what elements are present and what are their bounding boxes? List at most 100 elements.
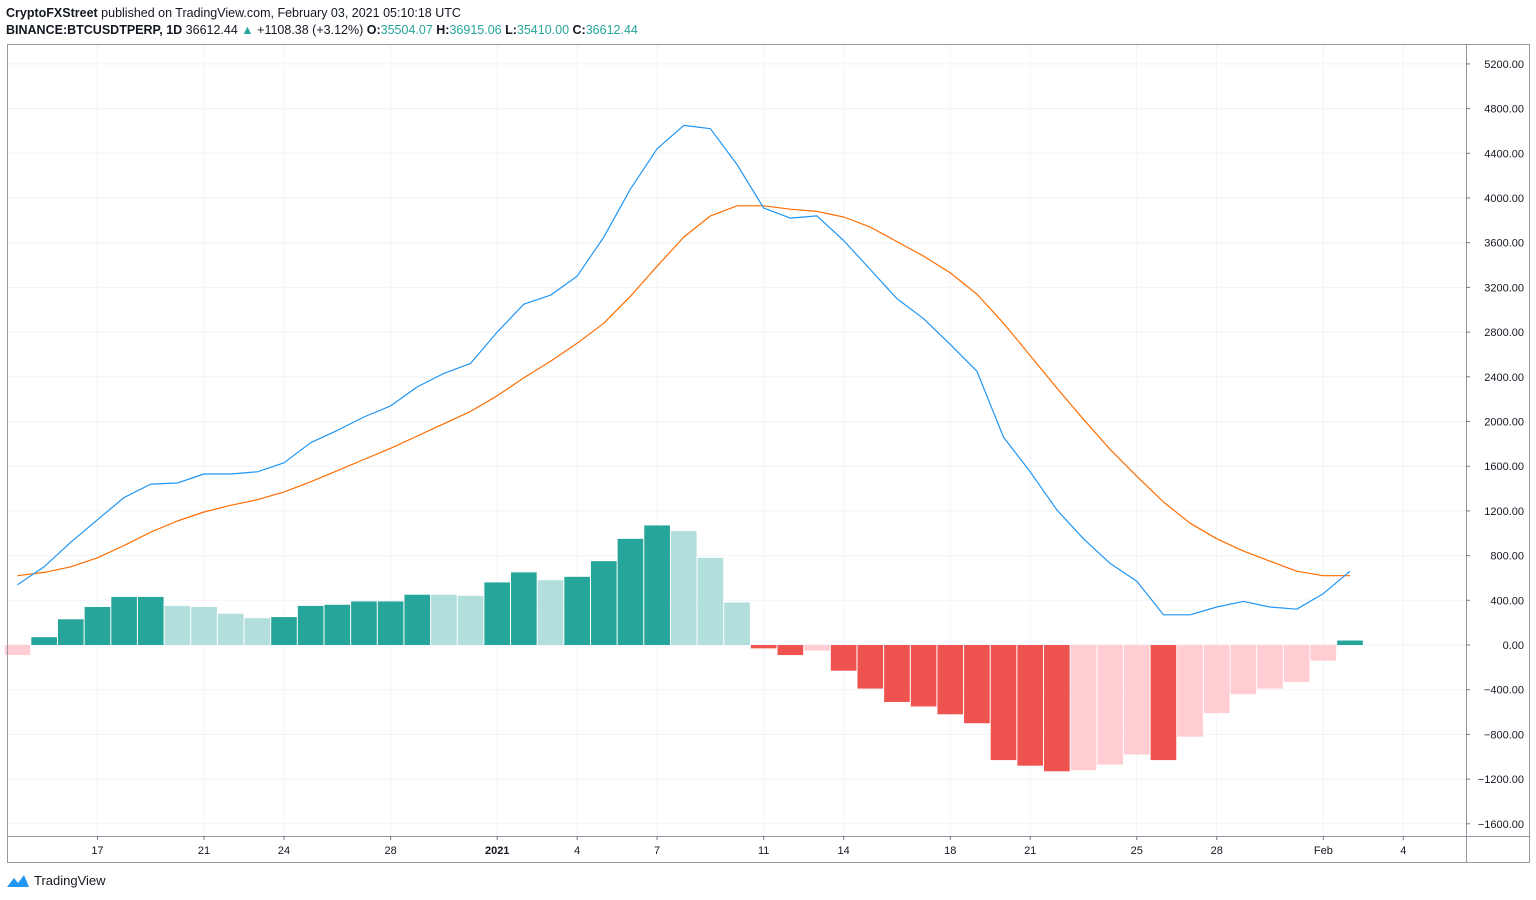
y-tick-label: −1200.00	[1478, 774, 1524, 786]
histogram-bar	[1257, 645, 1283, 689]
histogram-bar	[670, 531, 697, 645]
y-tick-label: 400.00	[1490, 595, 1524, 607]
low-label: L:	[505, 23, 517, 37]
histogram-bar	[750, 645, 777, 649]
histogram-bar	[1310, 645, 1337, 661]
price-axis[interactable]: −1600.00 −1200.00 −800.00 −400.00 0.00 400.00…	[1466, 59, 1524, 831]
chart-grid	[7, 44, 1466, 836]
histogram-bar	[644, 525, 670, 645]
x-tick-label: 21	[198, 845, 210, 857]
close-label: C:	[572, 23, 586, 37]
low-value: 35410.00	[516, 23, 570, 37]
histogram-bar	[830, 645, 857, 671]
histogram-bar	[804, 645, 830, 651]
x-tick-label: 28	[1211, 845, 1223, 857]
histogram-bar	[271, 617, 297, 645]
x-tick-label: 24	[278, 845, 290, 857]
histogram-bar	[164, 605, 191, 645]
tradingview-logo-icon	[7, 874, 29, 887]
histogram-bar	[324, 604, 351, 645]
brand-name: TradingView	[34, 873, 106, 888]
histogram-bar	[590, 561, 617, 645]
x-tick-label: 18	[944, 845, 956, 857]
histogram-bar	[1283, 645, 1310, 682]
histogram-bar	[537, 580, 564, 645]
y-tick-label: 4400.00	[1484, 148, 1524, 160]
histogram-bar	[4, 645, 31, 656]
signal-line	[17, 205, 1350, 577]
symbol-info: BINANCE:BTCUSDTPERP, 1D 36612.44 ▲ +1108…	[6, 22, 638, 38]
publish-text: published on TradingView.com, February 0…	[101, 6, 461, 20]
histogram-bar	[377, 601, 404, 645]
footer-brand[interactable]: TradingView	[6, 873, 106, 888]
publisher-name[interactable]: CryptoFXStreet	[6, 6, 98, 20]
x-tick-label: 7	[654, 845, 660, 857]
histogram-bar	[777, 645, 804, 656]
histogram-bar	[617, 538, 644, 645]
y-tick-label: 0.00	[1503, 640, 1524, 652]
histogram-bar	[1017, 645, 1044, 766]
histogram-bar	[1097, 645, 1123, 765]
y-tick-label: 3200.00	[1484, 282, 1524, 294]
x-tick-label: 28	[384, 845, 396, 857]
x-tick-label: 25	[1131, 845, 1143, 857]
y-tick-label: −400.00	[1484, 685, 1524, 697]
y-tick-label: 2800.00	[1484, 327, 1524, 339]
x-tick-label: 21	[1024, 845, 1036, 857]
y-tick-label: 1200.00	[1484, 506, 1524, 518]
y-tick-label: 3600.00	[1484, 238, 1524, 250]
y-tick-label: 800.00	[1490, 551, 1524, 563]
histogram-bar	[137, 596, 164, 645]
close-value: 36612.44	[585, 23, 638, 37]
histogram-bar	[191, 607, 217, 645]
time-axis[interactable]: 17 21 24 28 2021 4 7 11 14 18 21 25 28 Feb 4	[91, 836, 1406, 857]
histogram-bar	[431, 594, 457, 645]
x-tick-label: 4	[1400, 845, 1406, 857]
histogram-bar	[990, 645, 1017, 761]
y-tick-label: 4800.00	[1484, 104, 1524, 116]
histogram-bar	[910, 645, 937, 707]
y-tick-label: 2000.00	[1484, 417, 1524, 429]
x-tick-label: Feb	[1314, 845, 1333, 857]
y-tick-label: 1600.00	[1484, 461, 1524, 473]
macd-line	[17, 124, 1351, 616]
chart-header: CryptoFXStreet published on TradingView.…	[6, 5, 638, 38]
histogram-bar	[57, 619, 84, 645]
histogram-bar	[964, 645, 990, 724]
histogram-bar	[1044, 645, 1070, 772]
x-tick-label: 11	[758, 845, 769, 857]
histogram-bar	[1070, 645, 1097, 771]
price-change: +1108.38 (+3.12%)	[257, 23, 364, 37]
histogram-bar	[937, 645, 964, 715]
histogram-bar	[1337, 640, 1363, 645]
histogram-bar	[1230, 645, 1257, 695]
histogram-bar	[31, 637, 57, 645]
histogram-bar	[884, 645, 910, 702]
y-tick-label: 5200.00	[1484, 59, 1524, 71]
y-tick-label: 4000.00	[1484, 193, 1524, 205]
histogram-bar	[857, 645, 884, 689]
y-tick-label: −1600.00	[1478, 819, 1524, 831]
open-label: O:	[366, 23, 381, 37]
histogram-bar	[404, 594, 431, 645]
histogram-bar	[1203, 645, 1230, 714]
histogram-bar	[484, 582, 511, 645]
high-value: 36915.06	[449, 23, 502, 37]
histogram-bar	[511, 572, 537, 645]
x-tick-label: 14	[838, 845, 850, 857]
histogram-bar	[111, 596, 137, 645]
x-tick-label: 2021	[485, 845, 509, 857]
x-tick-label: 17	[91, 845, 103, 857]
histogram-bar	[244, 618, 271, 645]
up-arrow-icon: ▲	[241, 23, 254, 37]
histogram-bar	[697, 557, 724, 645]
histogram-bar	[297, 605, 324, 645]
macd-histogram	[4, 525, 1363, 772]
symbol-label[interactable]: BINANCE:BTCUSDTPERP, 1D	[6, 23, 183, 37]
macd-lines	[17, 124, 1351, 616]
y-tick-label: −800.00	[1484, 729, 1524, 741]
last-price: 36612.44	[185, 23, 238, 37]
histogram-bar	[351, 601, 377, 645]
y-tick-label: 2400.00	[1484, 372, 1524, 384]
